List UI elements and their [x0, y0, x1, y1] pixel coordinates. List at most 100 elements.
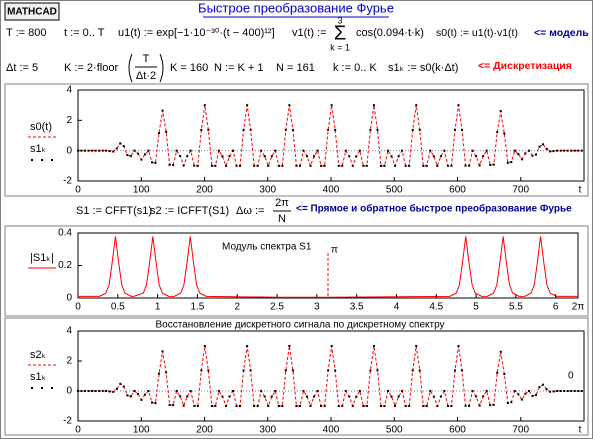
data-point	[203, 345, 206, 347]
data-point	[337, 164, 340, 167]
formula: Δt := 5	[6, 62, 38, 74]
data-point	[309, 405, 312, 407]
series-line	[78, 105, 582, 168]
data-point	[524, 392, 527, 395]
data-point	[492, 163, 495, 166]
legend-label: |S1ₖ|	[30, 252, 54, 264]
data-point	[77, 390, 79, 392]
data-point	[189, 390, 192, 392]
formula: u1(t) := exp[−1·10⁻³⁰·(t − 400)¹²]	[118, 27, 275, 39]
data-point	[196, 164, 199, 167]
data-point	[334, 128, 337, 131]
annotation: Модуль спектра S1	[222, 242, 312, 253]
data-point	[471, 390, 474, 392]
note: <= модель	[534, 27, 589, 39]
x-tick-label: 500	[386, 425, 403, 436]
y-tick-label: -2	[63, 416, 72, 427]
data-point	[517, 153, 520, 156]
data-point	[316, 390, 319, 392]
x-tick-label: 1	[155, 302, 161, 313]
data-point	[284, 369, 287, 372]
data-point	[84, 390, 87, 392]
data-point	[369, 369, 372, 372]
data-point	[98, 149, 101, 152]
legend-label: s1ₖ	[30, 143, 46, 155]
y-tick-label: 0	[66, 145, 72, 156]
sum-sign: Σ	[334, 22, 346, 44]
formula: N := K + 1	[214, 62, 264, 74]
data-point	[327, 369, 330, 372]
data-point	[260, 149, 263, 152]
x-tick-label: 5	[473, 302, 479, 313]
data-point	[580, 390, 583, 392]
data-point	[334, 369, 337, 372]
data-point	[379, 405, 382, 407]
data-point	[225, 164, 228, 167]
data-point	[210, 164, 213, 167]
data-point	[577, 149, 580, 152]
data-point	[556, 149, 559, 152]
formula: T := 800	[6, 27, 46, 39]
data-point	[450, 164, 453, 167]
title: Быстрое преобразование Фурье	[198, 0, 394, 15]
data-point	[404, 164, 407, 167]
x-tick-label: 400	[323, 185, 340, 196]
data-point	[570, 149, 573, 152]
data-point	[172, 404, 175, 407]
data-point	[534, 153, 537, 156]
data-point	[263, 155, 266, 158]
data-point	[94, 390, 97, 392]
data-point	[207, 128, 210, 131]
data-point	[436, 405, 439, 407]
data-point	[295, 405, 298, 407]
data-point	[260, 390, 263, 392]
data-point	[267, 164, 270, 167]
data-point	[306, 155, 309, 158]
data-point	[496, 371, 499, 374]
data-point	[112, 150, 115, 153]
data-point	[394, 405, 397, 407]
x-tick-label: 500	[386, 185, 403, 196]
data-point	[408, 405, 411, 407]
data-point	[330, 345, 333, 347]
y-tick-label: 0.4	[58, 228, 72, 239]
x-tick-label: 2	[234, 302, 240, 313]
data-point	[559, 390, 562, 392]
x-tick-label: 600	[449, 425, 466, 436]
data-point	[390, 395, 393, 398]
x-tick-label: 700	[512, 185, 529, 196]
data-point	[372, 345, 375, 347]
data-point	[225, 405, 228, 407]
data-point	[235, 405, 238, 407]
data-point	[253, 164, 256, 167]
data-point	[316, 149, 319, 152]
data-point	[358, 390, 361, 392]
data-point	[186, 155, 189, 158]
x-tick-label: 300	[259, 425, 276, 436]
data-point	[288, 345, 291, 347]
data-point	[246, 104, 249, 107]
data-point	[432, 395, 435, 398]
x-tick-label: 0	[75, 185, 81, 196]
data-point	[98, 390, 101, 392]
data-point	[154, 402, 157, 405]
data-point	[460, 128, 463, 131]
sum-bottom: k = 1	[330, 42, 350, 52]
data-point	[383, 164, 386, 167]
data-point	[151, 401, 154, 404]
plot-panel	[4, 83, 589, 197]
data-point	[129, 155, 132, 158]
formula: N = 161	[276, 62, 315, 74]
data-point	[372, 104, 375, 107]
data-point	[383, 405, 386, 407]
data-point	[122, 145, 125, 148]
data-point	[221, 395, 224, 398]
data-point	[422, 164, 425, 167]
data-point	[179, 395, 182, 398]
data-point	[570, 390, 573, 392]
data-point	[496, 131, 499, 134]
legend-swatch	[51, 387, 53, 389]
data-point	[207, 369, 210, 372]
data-point	[348, 155, 351, 158]
data-point	[524, 152, 527, 155]
